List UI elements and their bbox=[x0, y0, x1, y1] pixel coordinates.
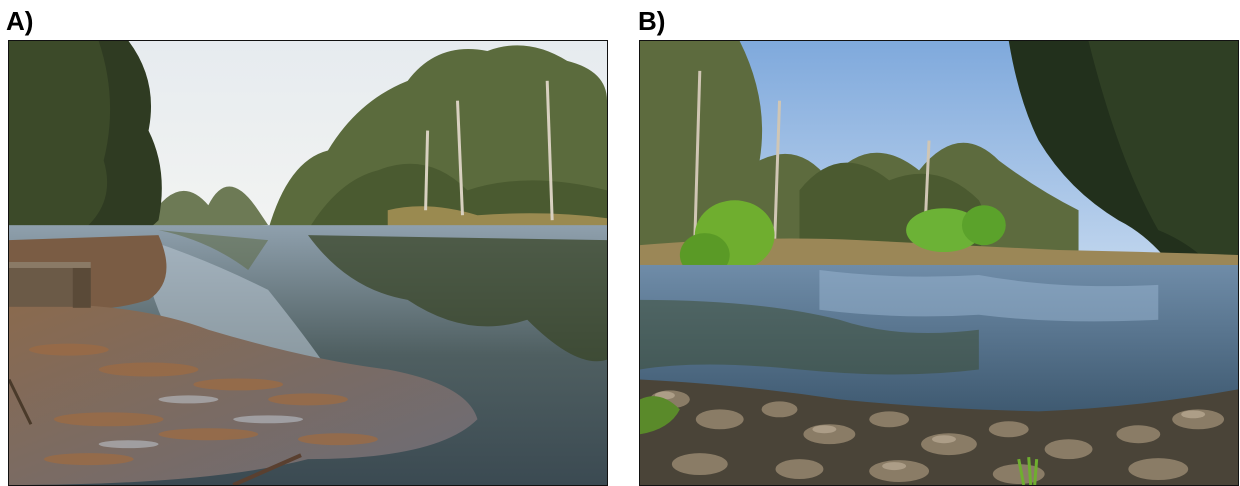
river-photo-b-image bbox=[640, 41, 1238, 485]
panel-b-label: B) bbox=[638, 6, 666, 36]
river-photo-b bbox=[639, 40, 1239, 486]
river-photo-a-image bbox=[9, 41, 607, 485]
river-photo-a bbox=[8, 40, 608, 486]
panel-a-label: A) bbox=[6, 6, 34, 36]
